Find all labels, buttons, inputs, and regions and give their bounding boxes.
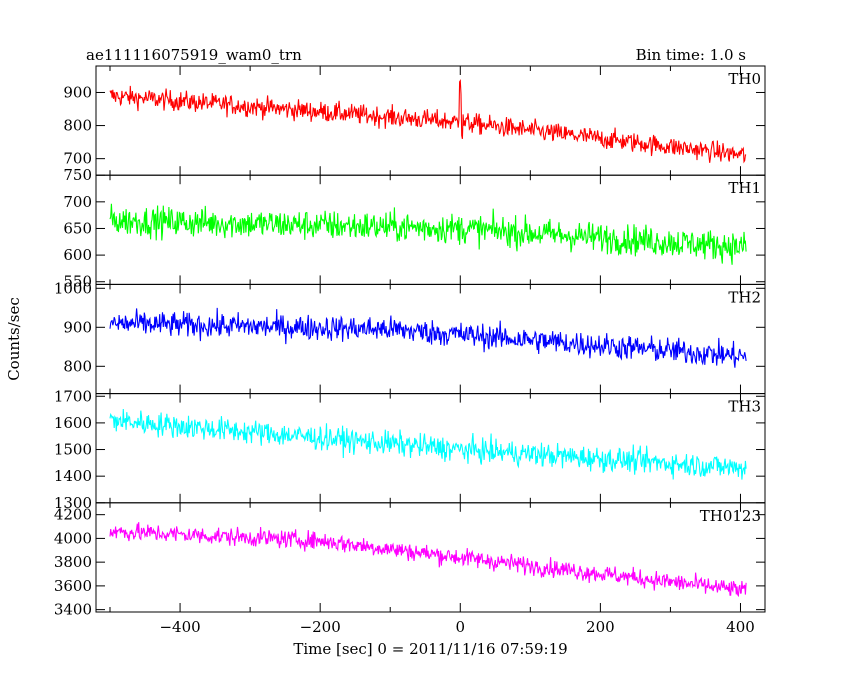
y-tick-label: 650 — [63, 219, 92, 237]
y-tick-label: 3400 — [54, 601, 92, 619]
panel-label-th3: TH3 — [728, 398, 761, 416]
x-tick-label: −400 — [159, 618, 200, 636]
y-tick-label: 1700 — [54, 387, 92, 405]
y-tick-label: 900 — [63, 318, 92, 336]
panel-frame-th3 — [95, 393, 766, 504]
series-line-th0123 — [109, 522, 747, 598]
series-line-th2 — [109, 307, 747, 368]
series-line-th3 — [109, 408, 747, 480]
y-tick-label: 1300 — [54, 494, 92, 512]
y-tick-label: 4200 — [54, 506, 92, 524]
y-tick-label: 900 — [63, 83, 92, 101]
y-tick-label: 550 — [63, 273, 92, 291]
y-tick-label: 1600 — [54, 414, 92, 432]
y-tick-label: 700 — [63, 193, 92, 211]
panel-label-th2: TH2 — [728, 288, 761, 306]
panels-group: 700800900TH0550600650700750TH18009001000… — [54, 65, 766, 636]
y-tick-label: 600 — [63, 246, 92, 264]
panel-label-th1: TH1 — [728, 179, 761, 197]
y-tick-label: 1400 — [54, 467, 92, 485]
y-tick-label: 700 — [63, 150, 92, 168]
series-line-th1 — [109, 203, 747, 265]
panel-label-th0123: TH0123 — [700, 507, 761, 525]
chart-title: ae111116075919_wam0_trn — [86, 46, 302, 64]
y-axis-label: Counts/sec — [5, 297, 23, 381]
y-tick-label: 800 — [63, 357, 92, 375]
y-tick-label: 1500 — [54, 441, 92, 459]
x-tick-label: 200 — [586, 618, 615, 636]
panel-label-th0: TH0 — [728, 70, 761, 88]
x-axis-label: Time [sec] 0 = 2011/11/16 07:59:19 — [293, 640, 567, 658]
y-tick-label: 1000 — [54, 279, 92, 297]
y-tick-label: 3800 — [54, 553, 92, 571]
series-line-th0 — [109, 78, 747, 164]
y-tick-label: 800 — [63, 117, 92, 135]
panel-frame-th2 — [95, 283, 766, 395]
panel-frame-th0123 — [95, 502, 766, 613]
x-tick-label: −200 — [300, 618, 341, 636]
chart-subtitle: Bin time: 1.0 s — [636, 46, 746, 64]
y-tick-label: 750 — [63, 166, 92, 184]
y-tick-label: 4000 — [54, 529, 92, 547]
x-tick-label: 0 — [455, 618, 465, 636]
x-tick-label: 400 — [726, 618, 755, 636]
y-tick-label: 3600 — [54, 577, 92, 595]
